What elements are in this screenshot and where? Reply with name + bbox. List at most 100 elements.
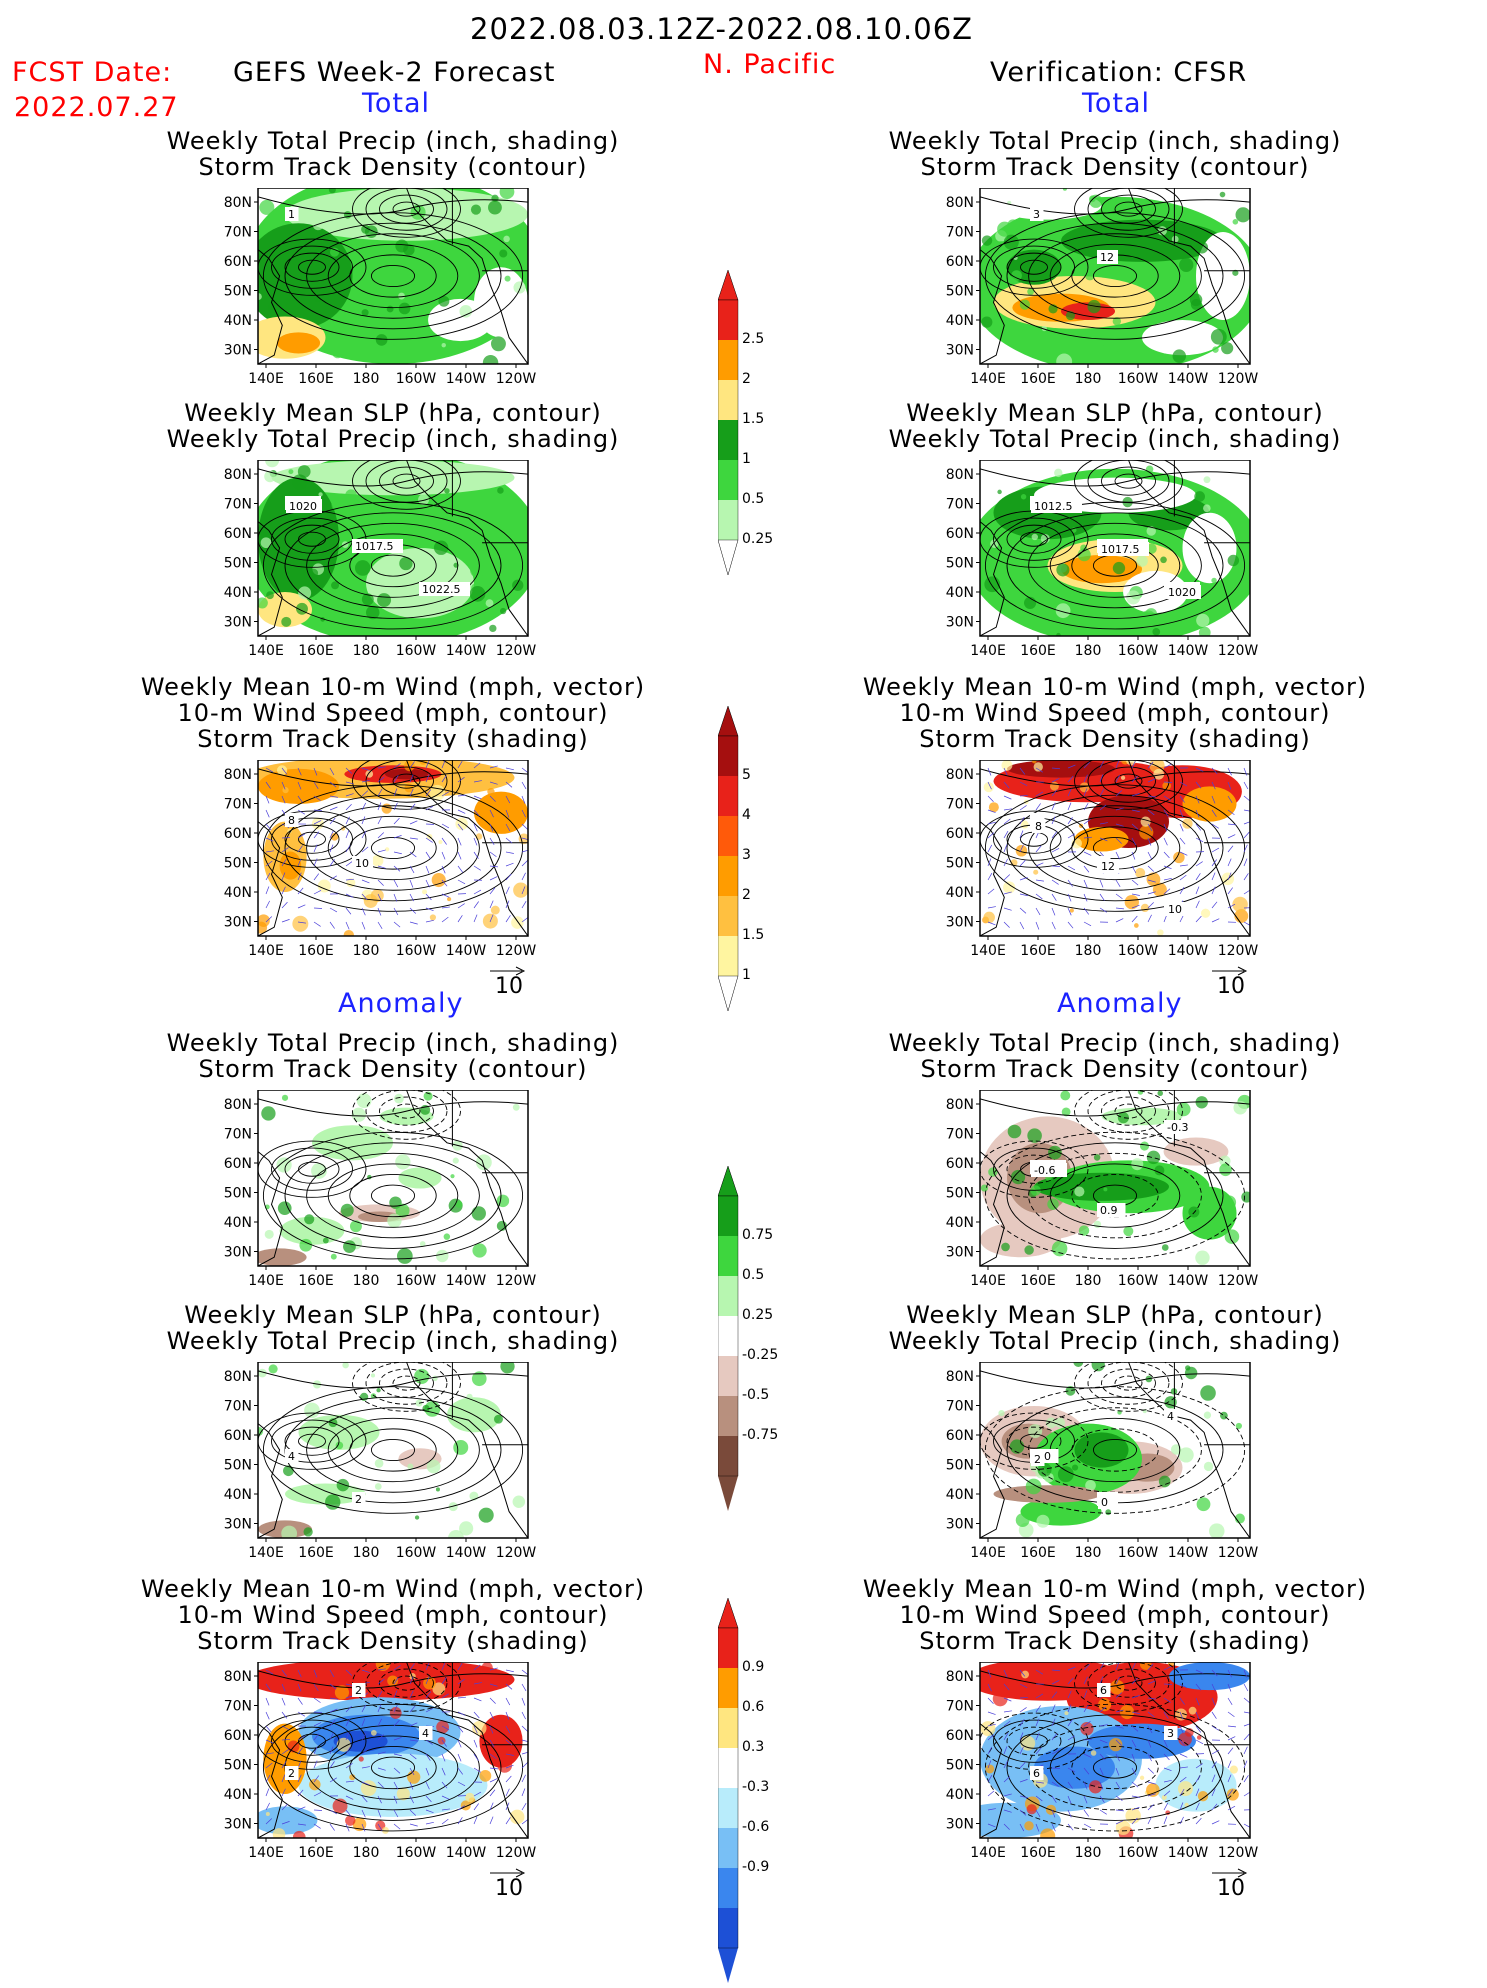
contour-label: 2: [1034, 1453, 1041, 1466]
shading-speck: [983, 912, 994, 923]
lon-label: 180: [353, 1273, 380, 1289]
map-panel-r2-forecast: 10101017.51022.5102080N70N60N50N40N30N14…: [218, 460, 568, 666]
lat-label: 30N: [224, 615, 252, 631]
shading-speck: [985, 1764, 994, 1773]
colorbar-segment: [718, 1436, 738, 1476]
colorbar-segment: [718, 300, 738, 340]
shading-speck: [387, 1213, 401, 1227]
lon-label: 140E: [248, 1273, 284, 1289]
lat-label: 40N: [946, 1215, 974, 1231]
shading-speck: [982, 235, 993, 246]
vector-reference-value: 10: [1217, 974, 1245, 999]
colorbar-top-arrow: [718, 706, 738, 736]
lat-label: 70N: [224, 1699, 252, 1715]
shading-speck: [475, 1668, 481, 1674]
shading-speck: [1021, 494, 1026, 499]
shading-speck: [1141, 817, 1151, 827]
region-label: N. Pacific: [703, 49, 836, 80]
shading-speck: [1094, 1154, 1101, 1161]
colorbar-segment: [718, 1628, 738, 1668]
shading-speck: [1091, 1750, 1097, 1756]
shading-speck: [1162, 1244, 1169, 1251]
shading-speck: [259, 200, 274, 215]
shading-speck: [1123, 1226, 1133, 1236]
lat-label: 80N: [224, 1097, 252, 1113]
lat-label: 30N: [946, 343, 974, 359]
shading-speck: [497, 1195, 510, 1208]
shading-speck: [1198, 1791, 1208, 1801]
shading-speck: [497, 487, 504, 494]
panel-title-line-2: 10-m Wind Speed (mph, contour): [83, 1602, 703, 1628]
colorbar-label: 1: [742, 451, 751, 467]
panel-title-line-1: Weekly Total Precip (inch, shading): [83, 128, 703, 154]
contour-label: 2: [355, 1493, 362, 1506]
colorbar-label: 5: [742, 767, 751, 783]
colorbar-label: -0.5: [742, 1387, 769, 1403]
lon-label: 180: [1075, 1273, 1102, 1289]
panel-title-line-1: Weekly Mean 10-m Wind (mph, vector): [83, 674, 703, 700]
lon-label: 160W: [396, 1273, 437, 1289]
shading-region: [994, 192, 1102, 220]
lat-label: 50N: [946, 284, 974, 300]
shading-speck: [357, 1093, 372, 1108]
lat-label: 50N: [946, 1758, 974, 1774]
colorbar-bottom-arrow: [718, 540, 738, 575]
shading-speck: [1178, 1781, 1193, 1796]
shading-speck: [430, 914, 436, 920]
shading-speck: [1131, 1158, 1143, 1170]
shading-speck: [1204, 476, 1211, 483]
lat-label: 60N: [946, 1428, 974, 1444]
lon-label: 140E: [970, 643, 1006, 659]
shading-speck: [447, 897, 451, 901]
lat-label: 30N: [224, 1245, 252, 1261]
panel-title-line-3: Storm Track Density (shading): [83, 726, 703, 752]
shading-speck: [1209, 1523, 1225, 1539]
shading-speck: [382, 804, 392, 814]
lon-label: 160W: [396, 943, 437, 959]
colorbar-segment: [718, 1396, 738, 1436]
right-title: Verification: CFSR: [990, 57, 1247, 88]
lon-label: 160W: [1118, 1845, 1159, 1861]
shading-region: [994, 1485, 1102, 1503]
contour-label: 6: [1033, 1767, 1040, 1780]
colorbar-label: 2: [742, 887, 751, 903]
shading-speck: [392, 259, 398, 265]
shading-speck: [483, 355, 498, 370]
lon-label: 160W: [1118, 371, 1159, 387]
colorbar-segment: [718, 1668, 738, 1708]
lon-label: 160E: [298, 1545, 334, 1561]
shading-speck: [1136, 555, 1148, 567]
lat-label: 30N: [946, 915, 974, 931]
shading-speck: [442, 343, 446, 347]
fcst-label: FCST Date:: [12, 57, 172, 88]
lon-label: 120W: [496, 643, 537, 659]
shading-speck: [1199, 627, 1211, 639]
lat-label: 30N: [946, 1517, 974, 1533]
lat-label: 80N: [224, 767, 252, 783]
panel-title-line-1: Weekly Total Precip (inch, shading): [805, 128, 1425, 154]
shading-speck: [1197, 1497, 1211, 1511]
figure-canvas: 2022.08.03.12Z-2022.08.10.06Z FCST Date:…: [0, 0, 1487, 1925]
lon-label: 120W: [1218, 1273, 1259, 1289]
shading-speck: [1140, 1142, 1149, 1151]
shading-speck: [1134, 923, 1139, 928]
lon-label: 180: [353, 1845, 380, 1861]
lat-label: 40N: [224, 1215, 252, 1231]
lat-label: 70N: [224, 225, 252, 241]
shading-speck: [331, 1254, 337, 1260]
lat-label: 50N: [224, 1458, 252, 1474]
shading-speck: [343, 1240, 356, 1253]
shading-speck: [513, 883, 528, 898]
shading-speck: [1094, 336, 1105, 347]
lat-label: 50N: [224, 1186, 252, 1202]
lat-label: 40N: [224, 313, 252, 329]
shading-speck: [332, 348, 343, 359]
lon-label: 160W: [396, 1845, 437, 1861]
colorbar-label: 1.5: [742, 927, 764, 943]
lat-label: 70N: [946, 1699, 974, 1715]
shading-speck: [375, 1483, 382, 1490]
lat-label: 80N: [224, 195, 252, 211]
colorbar-label: 1: [742, 967, 751, 983]
lon-label: 140W: [1168, 1545, 1209, 1561]
shading-speck: [387, 306, 394, 313]
